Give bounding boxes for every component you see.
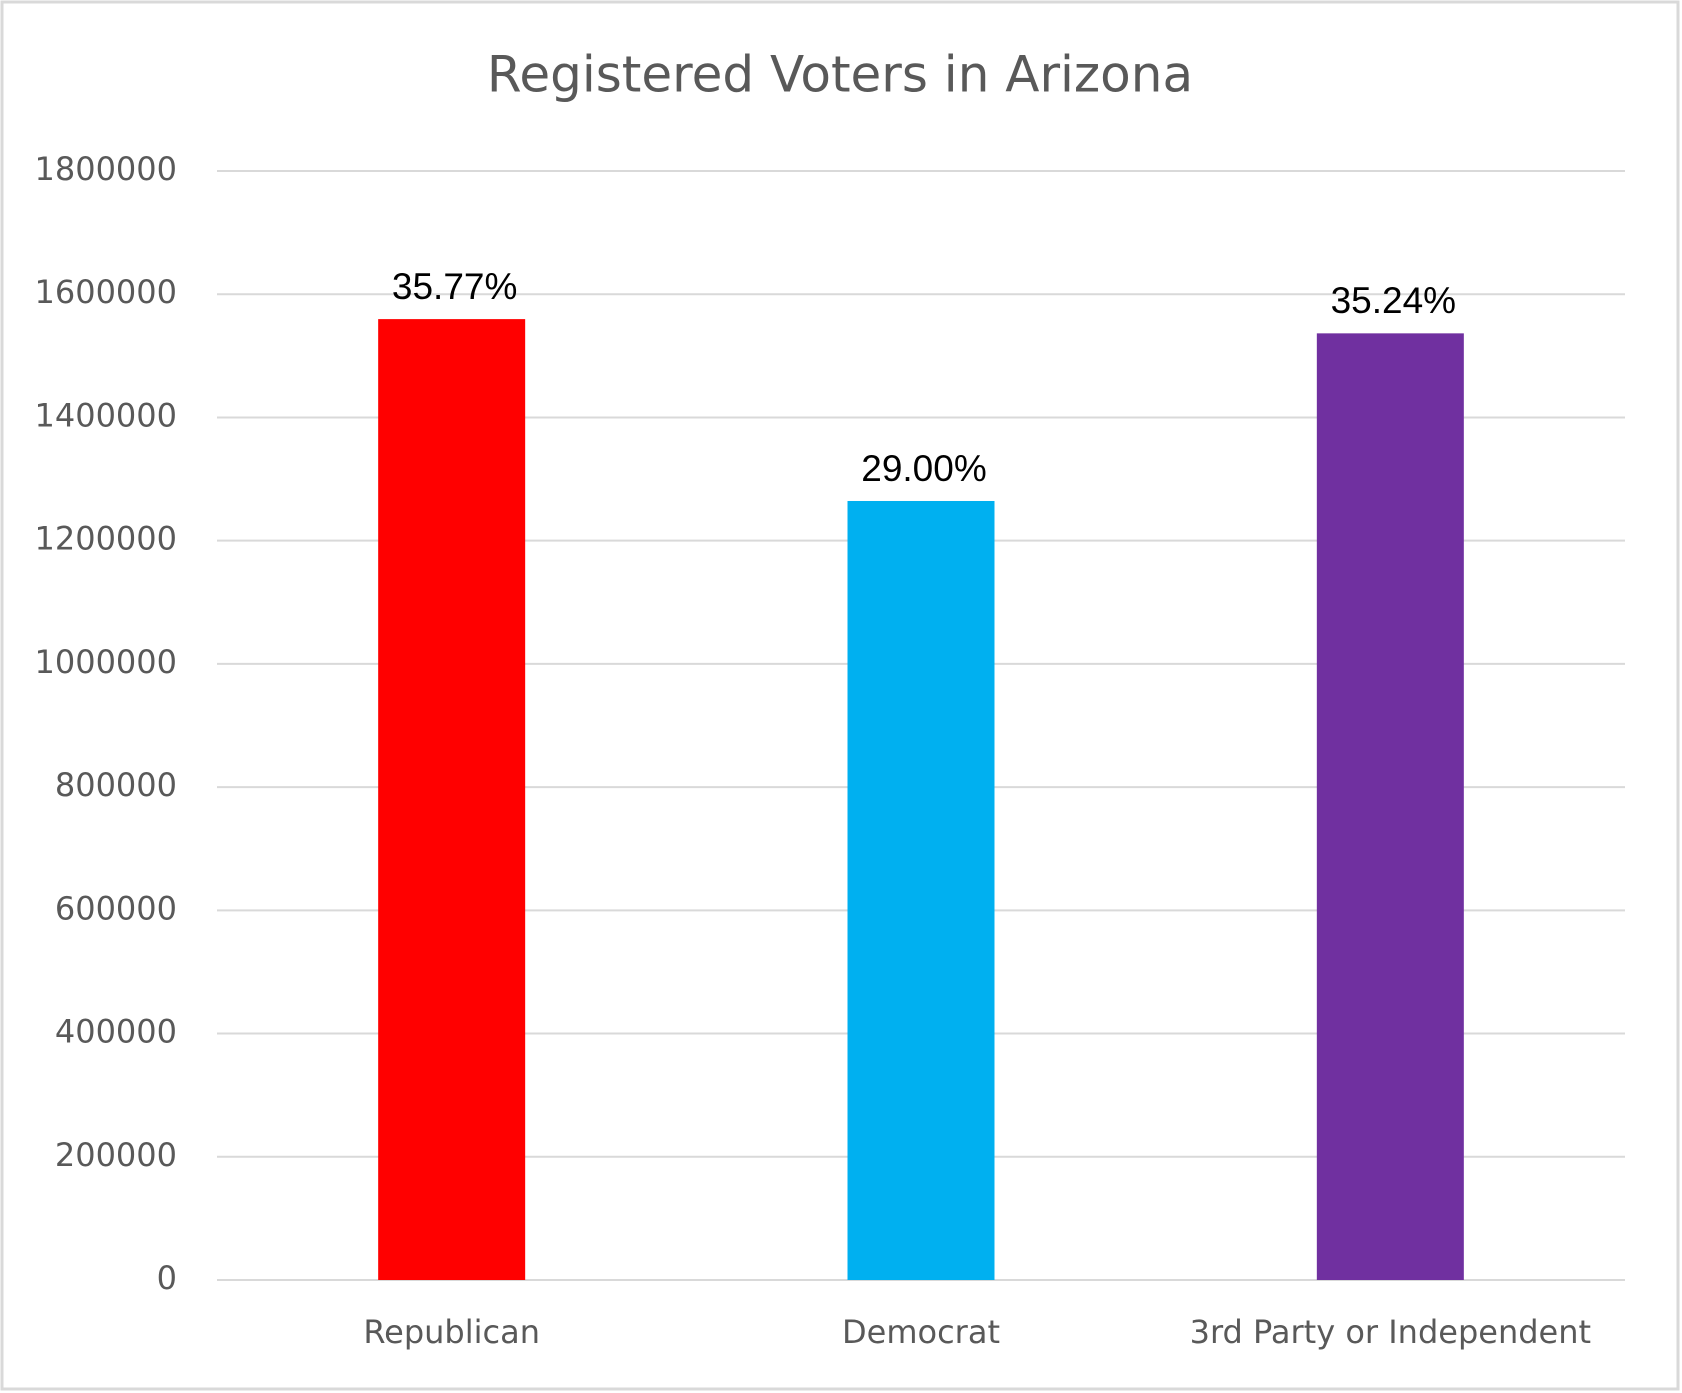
bar [847,500,995,1280]
y-tick-label: 600000 [55,889,177,927]
y-tick-label: 1000000 [34,643,177,681]
y-tick-label: 400000 [55,1013,177,1051]
bar [378,319,526,1280]
y-tick-label: 1200000 [34,520,177,558]
x-tick-label: Republican [363,1313,540,1351]
data-label: 35.24% [1331,280,1457,321]
chart-title: Registered Voters in Arizona [487,46,1193,104]
y-tick-label: 200000 [55,1136,177,1174]
y-tick-label: 800000 [55,766,177,804]
y-tick-label: 1400000 [34,396,177,434]
bar [1316,333,1464,1280]
y-tick-label: 0 [157,1259,177,1297]
x-tick-label: Democrat [842,1313,1000,1351]
x-tick-label: 3rd Party or Independent [1190,1313,1591,1351]
data-label: 29.00% [861,448,987,489]
y-tick-label: 1800000 [34,150,177,188]
data-label: 35.77% [392,266,518,307]
y-tick-label: 1600000 [34,273,177,311]
